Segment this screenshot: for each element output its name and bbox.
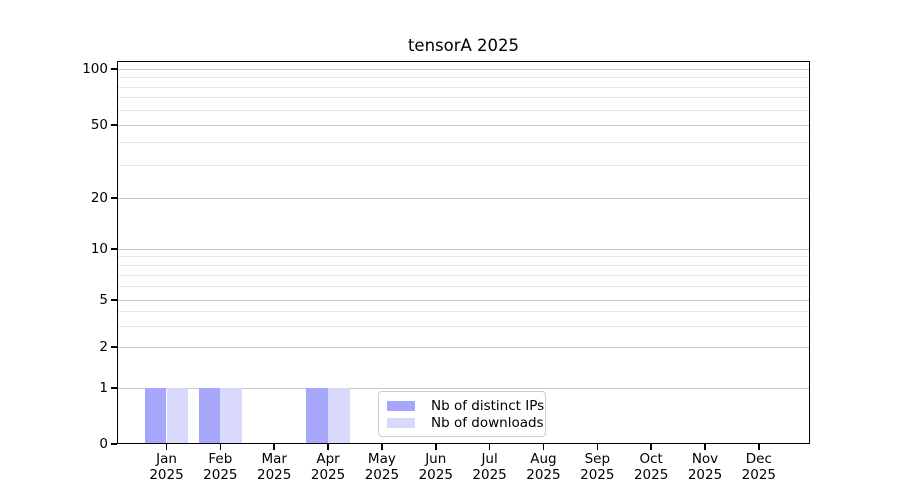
x-tick-mark xyxy=(596,444,599,450)
x-tick-mark xyxy=(650,444,652,450)
x-tick-month: May xyxy=(367,451,396,467)
x-tick-mark xyxy=(327,444,329,450)
x-tick-year: 2025 xyxy=(418,467,453,483)
x-tick-month: Mar xyxy=(261,451,287,467)
y-tick-label: 0 xyxy=(99,435,108,452)
y-tick-label: 100 xyxy=(82,60,108,77)
x-tick-year: 2025 xyxy=(687,467,723,483)
minor-gridline xyxy=(118,274,809,276)
major-gridline xyxy=(118,387,809,389)
minor-gridline xyxy=(118,165,809,167)
minor-gridline xyxy=(118,256,809,258)
x-tick-label: Feb 2025 xyxy=(192,451,248,483)
x-tick-year: 2025 xyxy=(741,467,777,483)
y-tick-label: 50 xyxy=(90,116,108,133)
x-tick-month: Jul xyxy=(481,451,498,467)
legend-label-distinct-ips: Nb of distinct IPs xyxy=(431,397,545,414)
minor-gridline xyxy=(118,77,809,78)
y-tick-mark xyxy=(111,387,117,389)
x-tick-label: Nov 2025 xyxy=(677,451,733,483)
bar-distinct-ips xyxy=(306,388,329,443)
minor-gridline xyxy=(118,86,809,88)
legend-swatch-distinct-ips-icon xyxy=(387,400,415,411)
y-tick-mark xyxy=(111,68,117,70)
x-tick-year: 2025 xyxy=(149,467,184,483)
x-tick-label: Oct 2025 xyxy=(623,451,679,483)
x-tick-label: Mar 2025 xyxy=(246,451,302,483)
minor-gridline xyxy=(118,325,809,327)
x-tick-month: Dec xyxy=(745,451,772,467)
x-tick-mark xyxy=(758,444,760,450)
minor-gridline xyxy=(118,109,809,111)
y-tick-mark xyxy=(111,443,117,445)
bar-distinct-ips xyxy=(198,388,221,443)
x-tick-year: 2025 xyxy=(472,467,507,483)
y-tick-label: 2 xyxy=(99,338,108,355)
x-tick-mark xyxy=(219,444,222,450)
major-gridline xyxy=(118,299,809,301)
y-tick-mark xyxy=(111,299,117,301)
x-tick-mark xyxy=(488,444,491,450)
x-tick-label: May 2025 xyxy=(354,451,410,483)
x-tick-year: 2025 xyxy=(310,467,346,483)
x-tick-mark xyxy=(434,444,437,450)
x-tick-year: 2025 xyxy=(257,467,292,483)
x-tick-month: Sep xyxy=(584,451,611,467)
x-tick-label: Sep 2025 xyxy=(569,451,625,483)
legend: Nb of distinct IPs Nb of downloads xyxy=(378,391,546,437)
bar-downloads xyxy=(166,388,189,443)
x-tick-label: Apr 2025 xyxy=(300,451,356,483)
x-tick-label: Jan 2025 xyxy=(139,451,195,483)
x-tick-month: Oct xyxy=(639,451,663,467)
x-tick-month: Jun xyxy=(425,451,447,467)
minor-gridline xyxy=(118,142,809,144)
y-tick-label: 20 xyxy=(90,189,108,206)
x-tick-year: 2025 xyxy=(633,467,669,483)
y-tick-label: 5 xyxy=(99,291,108,308)
x-tick-year: 2025 xyxy=(364,467,400,483)
legend-swatch-downloads-icon xyxy=(387,418,415,429)
x-tick-month: Aug xyxy=(530,451,557,467)
x-tick-label: Jul 2025 xyxy=(462,451,518,483)
bar-distinct-ips xyxy=(144,388,167,443)
x-tick-mark xyxy=(704,444,706,450)
major-gridline xyxy=(118,248,809,250)
x-tick-label: Jun 2025 xyxy=(408,451,464,483)
bar-downloads xyxy=(328,388,350,443)
legend-item-downloads: Nb of downloads xyxy=(387,415,545,433)
legend-label-downloads: Nb of downloads xyxy=(431,415,544,432)
y-tick-mark xyxy=(111,124,117,126)
x-tick-label: Aug 2025 xyxy=(515,451,571,483)
x-tick-month: Feb xyxy=(208,451,233,467)
y-tick-mark xyxy=(111,248,117,250)
x-tick-month: Apr xyxy=(316,451,340,467)
x-tick-mark xyxy=(165,444,168,450)
minor-gridline xyxy=(118,264,809,266)
x-tick-year: 2025 xyxy=(580,467,615,483)
minor-gridline xyxy=(118,97,809,99)
x-tick-month: Jan xyxy=(156,451,177,467)
x-tick-year: 2025 xyxy=(203,467,238,483)
x-tick-label: Dec 2025 xyxy=(731,451,787,483)
x-tick-mark xyxy=(381,444,383,450)
legend-item-distinct-ips: Nb of distinct IPs xyxy=(387,397,545,415)
minor-gridline xyxy=(118,286,809,288)
x-tick-mark xyxy=(273,444,275,450)
bar-downloads xyxy=(220,388,243,443)
y-tick-mark xyxy=(111,197,117,199)
minor-gridline xyxy=(118,310,809,312)
chart-title: tensorA 2025 xyxy=(407,36,520,55)
y-tick-label: 1 xyxy=(99,379,108,396)
y-tick-mark xyxy=(111,346,117,348)
x-tick-year: 2025 xyxy=(526,467,561,483)
x-tick-mark xyxy=(542,444,545,450)
major-gridline xyxy=(118,197,809,199)
major-gridline xyxy=(118,68,809,70)
y-tick-label: 10 xyxy=(90,240,108,257)
x-tick-month: Nov xyxy=(691,451,719,467)
major-gridline xyxy=(118,124,809,126)
major-gridline xyxy=(118,346,809,348)
